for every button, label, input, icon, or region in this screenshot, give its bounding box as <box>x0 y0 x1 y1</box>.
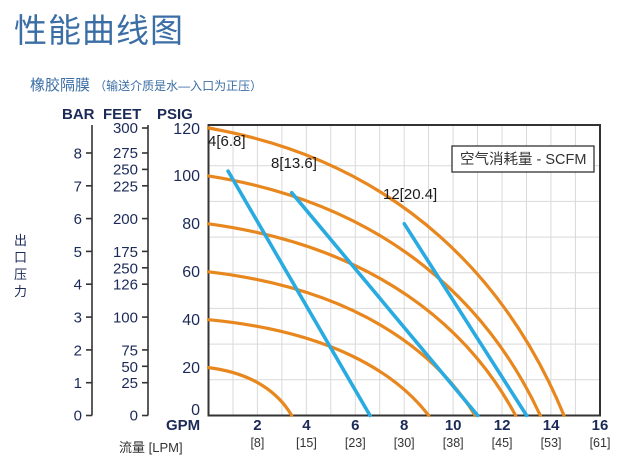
svg-text:2: 2 <box>253 417 261 434</box>
svg-text:200: 200 <box>113 211 138 228</box>
svg-text:8: 8 <box>400 417 408 434</box>
svg-text:8[13.6]: 8[13.6] <box>271 155 317 172</box>
svg-text:GPM: GPM <box>166 417 200 434</box>
svg-text:[8]: [8] <box>250 436 264 450</box>
svg-text:[61]: [61] <box>590 436 611 450</box>
svg-text:250: 250 <box>113 162 138 179</box>
svg-text:175: 175 <box>113 244 138 261</box>
svg-text:6: 6 <box>351 417 359 434</box>
svg-text:[45]: [45] <box>492 436 513 450</box>
svg-text:250: 250 <box>113 260 138 277</box>
svg-text:16: 16 <box>592 417 609 434</box>
svg-text:5: 5 <box>74 244 82 261</box>
svg-text:300: 300 <box>113 120 138 137</box>
svg-text:20: 20 <box>182 360 200 377</box>
svg-text:100: 100 <box>113 310 138 327</box>
svg-text:4[6.8]: 4[6.8] <box>208 133 246 150</box>
svg-text:275: 275 <box>113 145 138 162</box>
svg-text:[23]: [23] <box>345 436 366 450</box>
svg-text:225: 225 <box>113 178 138 195</box>
svg-text:1: 1 <box>74 375 82 392</box>
svg-text:12[20.4]: 12[20.4] <box>383 186 437 203</box>
svg-text:3: 3 <box>74 310 82 327</box>
svg-text:40: 40 <box>182 312 200 329</box>
svg-text:空气消耗量 - SCFM: 空气消耗量 - SCFM <box>460 151 586 168</box>
svg-text:50: 50 <box>121 359 138 376</box>
svg-text:[15]: [15] <box>296 436 317 450</box>
svg-text:14: 14 <box>543 417 560 434</box>
svg-text:4: 4 <box>302 417 311 434</box>
svg-text:126: 126 <box>113 277 138 294</box>
svg-text:60: 60 <box>182 264 200 281</box>
svg-text:0: 0 <box>130 408 138 425</box>
svg-text:6: 6 <box>74 211 82 228</box>
svg-text:10: 10 <box>445 417 462 434</box>
svg-text:[38]: [38] <box>443 436 464 450</box>
svg-text:75: 75 <box>121 342 138 359</box>
svg-text:100: 100 <box>173 168 200 185</box>
svg-text:8: 8 <box>74 146 82 163</box>
svg-text:12: 12 <box>494 417 511 434</box>
svg-text:120: 120 <box>173 121 200 138</box>
svg-text:25: 25 <box>121 375 138 392</box>
svg-text:80: 80 <box>182 216 200 233</box>
svg-text:[30]: [30] <box>394 436 415 450</box>
svg-text:4: 4 <box>74 277 82 294</box>
svg-text:2: 2 <box>74 342 82 359</box>
svg-text:[53]: [53] <box>541 436 562 450</box>
svg-text:7: 7 <box>74 178 82 195</box>
svg-text:0: 0 <box>74 408 82 425</box>
